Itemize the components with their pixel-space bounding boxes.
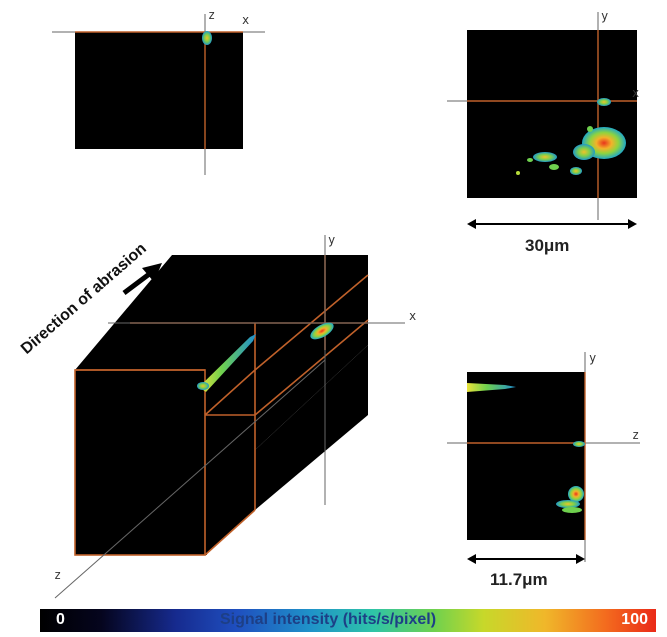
yz-signal-cluster <box>568 486 584 502</box>
yz-y-label: y <box>589 351 597 365</box>
xy-x-label: x <box>632 86 640 100</box>
yz-signal-spot <box>573 441 585 447</box>
cube-x-label: x <box>409 309 417 323</box>
yz-slice <box>447 352 640 564</box>
cube-3d <box>54 235 405 599</box>
xy-slice <box>447 12 637 229</box>
cube-signal-streak <box>199 334 256 392</box>
xy-signal-speck <box>516 171 520 175</box>
xy-signal-speck <box>587 126 593 132</box>
xy-y-label: y <box>601 9 609 23</box>
yz-scale-label: 11.7μm <box>490 570 548 589</box>
xz-z-label: z <box>208 8 216 22</box>
cube-signal-spot-left <box>197 382 209 390</box>
xy-slice-panel <box>467 30 637 198</box>
cube-far-face <box>255 345 368 510</box>
cube-front-face <box>75 370 207 555</box>
xy-signal-speck <box>527 158 533 162</box>
xy-signal-lobe <box>573 144 595 160</box>
xz-signal-spot <box>202 31 212 45</box>
colorbar: 0 Signal intensity (hits/s/pixel) 100 <box>40 609 656 632</box>
yz-z-label: z <box>632 428 640 442</box>
cube-z-label: z <box>54 568 62 582</box>
cube-signal-spot-right <box>310 322 334 340</box>
yz-signal-streak <box>467 383 516 392</box>
xy-signal-speck <box>570 167 582 175</box>
xy-scale-label: 30μm <box>525 236 570 255</box>
cube-right-face <box>205 415 255 555</box>
yz-signal-cluster <box>562 507 582 513</box>
xy-signal-speck <box>549 164 559 170</box>
cube-z-axis <box>54 359 326 599</box>
xy-signal-small <box>597 98 611 106</box>
colorbar-max: 100 <box>621 611 648 628</box>
xz-slice-panel <box>75 32 243 149</box>
colorbar-min: 0 <box>56 611 65 628</box>
cube-y-label: y <box>328 233 336 247</box>
yz-signal-cluster <box>556 500 580 508</box>
direction-arrow <box>122 263 162 295</box>
xy-signal-speck <box>533 152 557 162</box>
cube-step-face <box>205 370 255 450</box>
colorbar-title: Signal intensity (hits/s/pixel) <box>220 611 437 628</box>
xz-slice <box>52 14 265 175</box>
xz-x-label: x <box>242 13 250 27</box>
